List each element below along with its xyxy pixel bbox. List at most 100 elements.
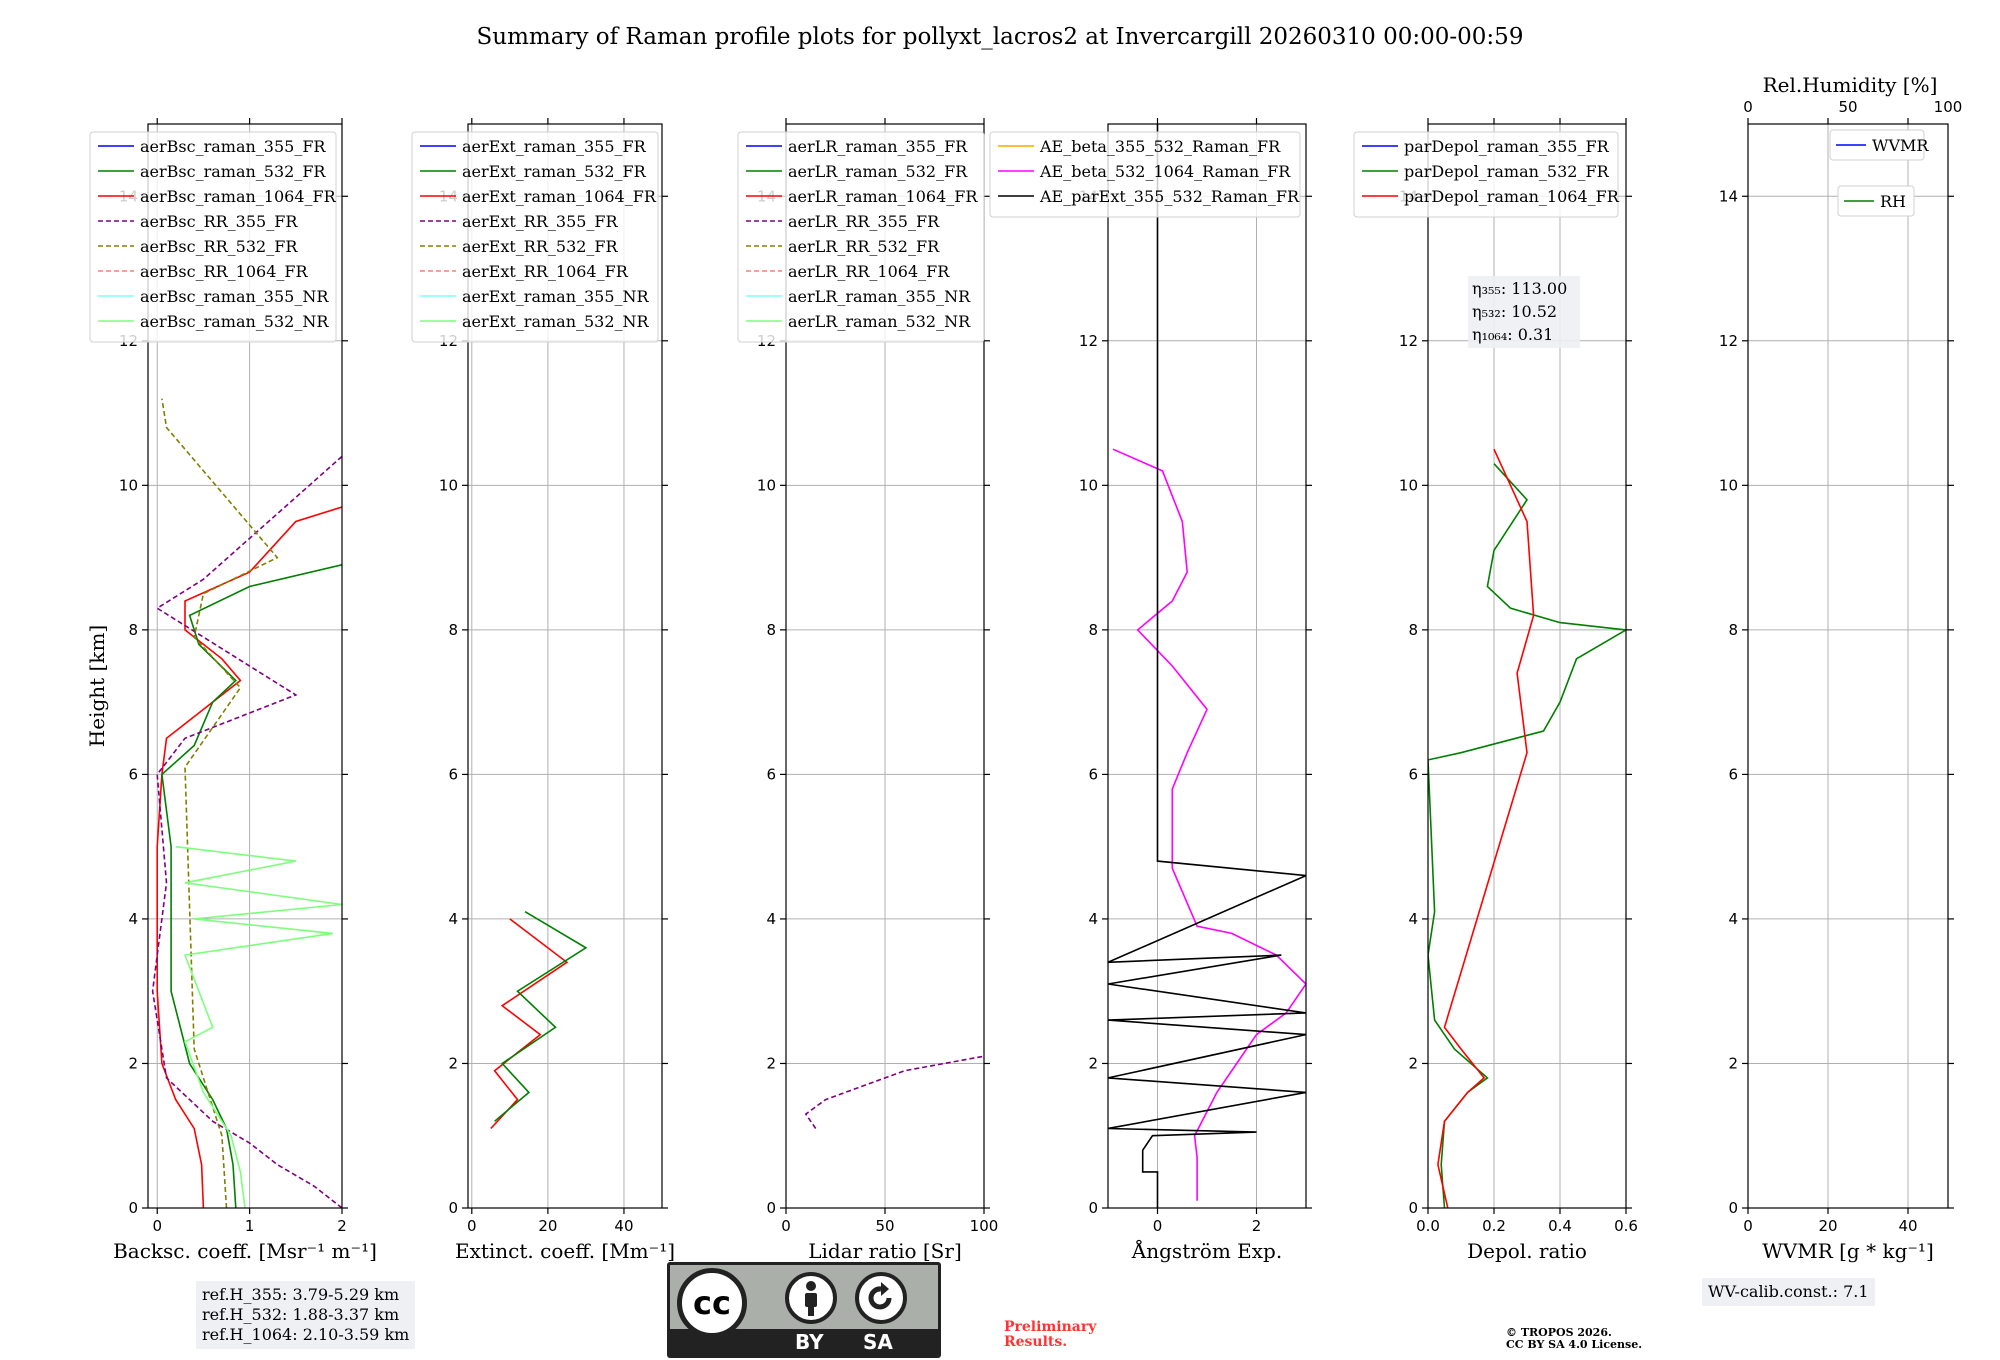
x-axis-label: Backsc. coeff. [Msr⁻¹ m⁻¹] (113, 1239, 377, 1263)
ref-height-532: ref.H_532: 1.88-3.37 km (202, 1305, 400, 1324)
legend-entry: aerLR_RR_1064_FR (788, 262, 950, 281)
x-axis-label: WVMR [g * kg⁻¹] (1762, 1239, 1934, 1263)
legend-entry: aerExt_raman_1064_FR (462, 187, 657, 206)
y-tick-label: 8 (766, 621, 776, 639)
axes-frame (1747, 123, 1949, 1209)
legend: parDepol_raman_355_FR parDepol_raman_532_… (1353, 131, 1620, 218)
axes-frame (1427, 123, 1627, 1209)
x-tick-label: 20 (538, 1217, 557, 1235)
y-tick-label: 10 (439, 476, 458, 494)
ref-height-1064: ref.H_1064: 2.10-3.59 km (202, 1325, 410, 1344)
x-axis-label: Ångström Exp. (1131, 1238, 1282, 1263)
legend-entry: AE_beta_532_1064_Raman_FR (1039, 162, 1291, 181)
cc-logo-icon: cc (677, 1268, 747, 1338)
x-tick-label: 0 (1743, 1217, 1753, 1235)
x-tick-label: 0 (781, 1217, 791, 1235)
x-tick-label: 2 (1252, 1217, 1262, 1235)
legend-entry: aerBsc_raman_1064_FR (140, 187, 337, 206)
series-aerBsc_raman_532_FR (161, 564, 342, 1208)
x-tick-label: 0.6 (1614, 1217, 1638, 1235)
legend-box (989, 131, 1301, 218)
x-tick-label: 0 (1153, 1217, 1163, 1235)
legend-entry: aerExt_raman_355_FR (462, 137, 647, 156)
series-AE_parExt_355_532_Raman_FR (1108, 124, 1306, 1208)
legend-entry: aerExt_raman_532_NR (462, 312, 650, 331)
y-tick-label: 0 (766, 1199, 776, 1217)
series-aerBsc_RR_355_FR (151, 455, 342, 1208)
preliminary-note: Preliminary Results. (1004, 1320, 1096, 1350)
legend-box (737, 131, 985, 343)
share-alike-icon (855, 1272, 907, 1324)
y-tick-label: 0 (128, 1199, 138, 1217)
x-tick-label: 40 (614, 1217, 633, 1235)
x-tick-label: 40 (1898, 1217, 1917, 1235)
legend-entry: AE_beta_355_532_Raman_FR (1039, 137, 1281, 156)
y-tick-label: 2 (766, 1054, 776, 1072)
y-tick-label: 8 (1408, 621, 1418, 639)
legend-entry: aerLR_raman_1064_FR (788, 187, 978, 206)
y-tick-label: 0 (1728, 1199, 1738, 1217)
y-tick-label: 6 (128, 765, 138, 783)
legend-entry: aerBsc_RR_355_FR (140, 212, 298, 231)
legend: WVMR RH (1829, 129, 1929, 217)
y-tick-label: 4 (1088, 910, 1098, 928)
top-tick-label: 100 (1934, 98, 1963, 116)
panel-bsc: 02468101214012Backsc. coeff. [Msr⁻¹ m⁻¹]… (85, 118, 377, 1263)
y-tick-label: 2 (1408, 1054, 1418, 1072)
y-tick-label: 12 (1719, 332, 1738, 350)
legend-entry: aerExt_raman_532_FR (462, 162, 647, 181)
legend-entry: parDepol_raman_355_FR (1404, 137, 1610, 156)
legend: aerExt_raman_355_FR aerExt_raman_532_FRae… (411, 131, 659, 343)
eta-annotation: η₃₅₅: 113.00 (1472, 279, 1567, 298)
x-tick-label: 0 (467, 1217, 477, 1235)
y-tick-label: 10 (1079, 476, 1098, 494)
y-tick-label: 2 (448, 1054, 458, 1072)
copyright-note: © TROPOS 2026. CC BY SA 4.0 License. (1506, 1327, 1642, 1351)
eta-box (1468, 276, 1580, 348)
y-tick-label: 6 (1728, 765, 1738, 783)
y-tick-label: 12 (1399, 332, 1418, 350)
legend-box (1353, 131, 1619, 218)
y-tick-label: 0 (448, 1199, 458, 1217)
legend-entry: aerBsc_raman_355_FR (140, 137, 326, 156)
y-tick-label: 8 (128, 621, 138, 639)
series-group (490, 911, 588, 1130)
x-tick-label: 1 (245, 1217, 255, 1235)
x-tick-label: 0.0 (1416, 1217, 1440, 1235)
x-axis-label: Extinct. coeff. [Mm⁻¹] (455, 1239, 675, 1263)
y-tick-label: 8 (1088, 621, 1098, 639)
y-tick-label: 2 (128, 1054, 138, 1072)
legend-entry: RH (1880, 192, 1906, 211)
cc-sa-label: SA (863, 1330, 893, 1354)
y-tick-label: 0 (1408, 1199, 1418, 1217)
y-tick-label: 4 (128, 910, 138, 928)
y-tick-label: 10 (1399, 476, 1418, 494)
series-group (804, 1055, 984, 1129)
legend-entry: aerExt_RR_355_FR (462, 212, 619, 231)
figure-title: Summary of Raman profile plots for polly… (477, 24, 1524, 50)
legend: aerLR_raman_355_FR aerLR_raman_532_FR aerL… (737, 131, 985, 343)
y-tick-label: 2 (1728, 1054, 1738, 1072)
preliminary-line-1: Preliminary (1004, 1319, 1097, 1335)
eta-annotation: η₅₃₂: 10.52 (1472, 302, 1557, 321)
y-tick-label: 0 (1088, 1199, 1098, 1217)
legend-entry: aerBsc_raman_532_NR (140, 312, 329, 331)
legend-entry: aerLR_raman_532_NR (788, 312, 971, 331)
x-tick-label: 0.4 (1548, 1217, 1572, 1235)
x-tick-label: 0 (152, 1217, 162, 1235)
axes-frame (467, 123, 663, 1209)
y-tick-label: 6 (448, 765, 458, 783)
y-tick-label: 8 (1728, 621, 1738, 639)
y-tick-label: 14 (1719, 187, 1738, 205)
series-AE_beta_532_1064_Raman_FR (1112, 448, 1306, 1201)
axes-frame (1107, 123, 1307, 1209)
legend-entry: aerLR_RR_532_FR (788, 237, 940, 256)
legend-entry: aerBsc_RR_532_FR (140, 237, 298, 256)
legend-entry: aerLR_raman_532_FR (788, 162, 968, 181)
panel-lr: 02468101214050100Lidar ratio [Sr]aerLR_r… (737, 118, 998, 1263)
y-tick-label: 12 (1079, 332, 1098, 350)
x-axis-label: Lidar ratio [Sr] (808, 1239, 962, 1263)
x-axis-label: Depol. ratio (1467, 1239, 1587, 1263)
